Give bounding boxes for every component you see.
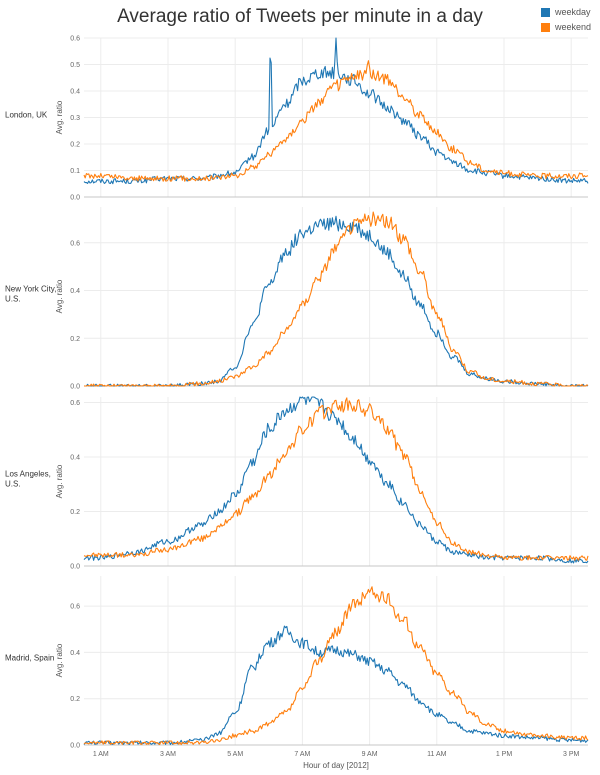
legend-label-weekend: weekend [555, 22, 592, 32]
x-tick-label: 7 AM [294, 751, 310, 758]
legend-swatch-weekday [541, 7, 550, 17]
series-line-weekday [84, 215, 589, 387]
y-tick-label: 0.0 [70, 743, 80, 750]
y-tick-label: 0.3 [70, 115, 80, 122]
x-tick-label: 5 AM [227, 751, 243, 758]
y-tick-label: 0.1 [70, 168, 80, 175]
y-tick-label: 0.0 [70, 195, 80, 202]
y-axis-label: Avg. ratio [55, 464, 64, 498]
legend: weekday weekend [541, 6, 591, 36]
legend-item-weekday[interactable]: weekday [541, 6, 591, 18]
x-tick-label: 11 AM [427, 751, 446, 758]
series-line-weekend [83, 586, 589, 746]
row-label: London, UK [5, 111, 48, 120]
y-tick-label: 0.4 [70, 89, 80, 96]
legend-label-weekday: weekday [555, 7, 591, 17]
legend-item-weekend[interactable]: weekend [541, 21, 591, 33]
series-line-weekend [83, 60, 589, 182]
y-tick-label: 0.0 [70, 384, 80, 391]
series-line-weekend [83, 211, 589, 387]
y-tick-label: 0.0 [70, 564, 80, 571]
series-line-weekday [83, 396, 589, 564]
y-tick-label: 0.6 [70, 36, 80, 43]
series-line-weekday [83, 625, 589, 746]
x-tick-label: 9 AM [362, 751, 378, 758]
series-line-weekday [83, 37, 589, 185]
y-tick-label: 0.2 [70, 509, 80, 516]
legend-swatch-weekend [541, 22, 550, 32]
row-label: New York City, U.S. [5, 285, 56, 304]
y-axis-label: Avg. ratio [55, 279, 64, 313]
x-tick-label: 1 AM [93, 751, 109, 758]
series-line-weekend [83, 397, 589, 561]
y-tick-label: 0.6 [70, 604, 80, 611]
chart-title: Average ratio of Tweets per minute in a … [117, 6, 483, 27]
y-tick-label: 0.6 [70, 240, 80, 247]
y-tick-label: 0.2 [70, 336, 80, 343]
x-axis-title: Hour of day [2012] [303, 761, 369, 770]
y-tick-label: 0.4 [70, 454, 80, 461]
y-tick-label: 0.5 [70, 62, 80, 69]
x-tick-label: 3 AM [160, 751, 176, 758]
y-axis-label: Avg. ratio [55, 100, 64, 134]
y-tick-label: 0.2 [70, 696, 80, 703]
y-tick-label: 0.4 [70, 650, 80, 657]
x-tick-label: 3 PM [563, 751, 580, 758]
y-tick-label: 0.6 [70, 400, 80, 407]
y-axis-label: Avg. ratio [55, 643, 64, 677]
x-tick-label: 1 PM [496, 751, 513, 758]
row-label: Madrid, Spain [5, 654, 54, 663]
y-tick-label: 0.2 [70, 142, 80, 149]
y-tick-label: 0.4 [70, 288, 80, 295]
row-label: Los Angeles, U.S. [5, 470, 51, 489]
